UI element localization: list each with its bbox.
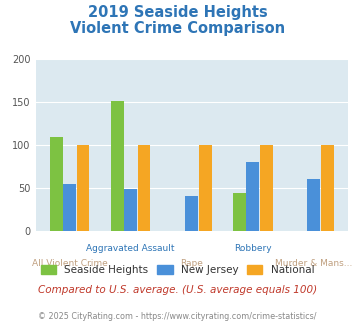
Bar (185, 196, 198, 231)
Text: © 2025 CityRating.com - https://www.cityrating.com/crime-statistics/: © 2025 CityRating.com - https://www.city… (38, 312, 317, 321)
Text: 2019 Seaside Heights: 2019 Seaside Heights (88, 5, 267, 20)
Legend: Seaside Heights, New Jersey, National: Seaside Heights, New Jersey, National (36, 261, 319, 280)
Bar (260, 145, 273, 231)
Bar (246, 162, 259, 231)
Text: All Violent Crime: All Violent Crime (32, 259, 108, 268)
Bar (138, 145, 151, 231)
Bar (233, 193, 246, 231)
Bar (77, 145, 89, 231)
Bar (111, 101, 124, 231)
Bar (63, 184, 76, 231)
Bar (307, 179, 320, 231)
Bar (199, 145, 212, 231)
Text: Murder & Mans...: Murder & Mans... (275, 259, 353, 268)
Bar (124, 189, 137, 231)
Text: Compared to U.S. average. (U.S. average equals 100): Compared to U.S. average. (U.S. average … (38, 285, 317, 295)
Text: Aggravated Assault: Aggravated Assault (86, 244, 175, 253)
Text: Robbery: Robbery (234, 244, 272, 253)
Bar (50, 137, 62, 231)
Text: Rape: Rape (180, 259, 203, 268)
Bar (321, 145, 334, 231)
Text: Violent Crime Comparison: Violent Crime Comparison (70, 21, 285, 36)
